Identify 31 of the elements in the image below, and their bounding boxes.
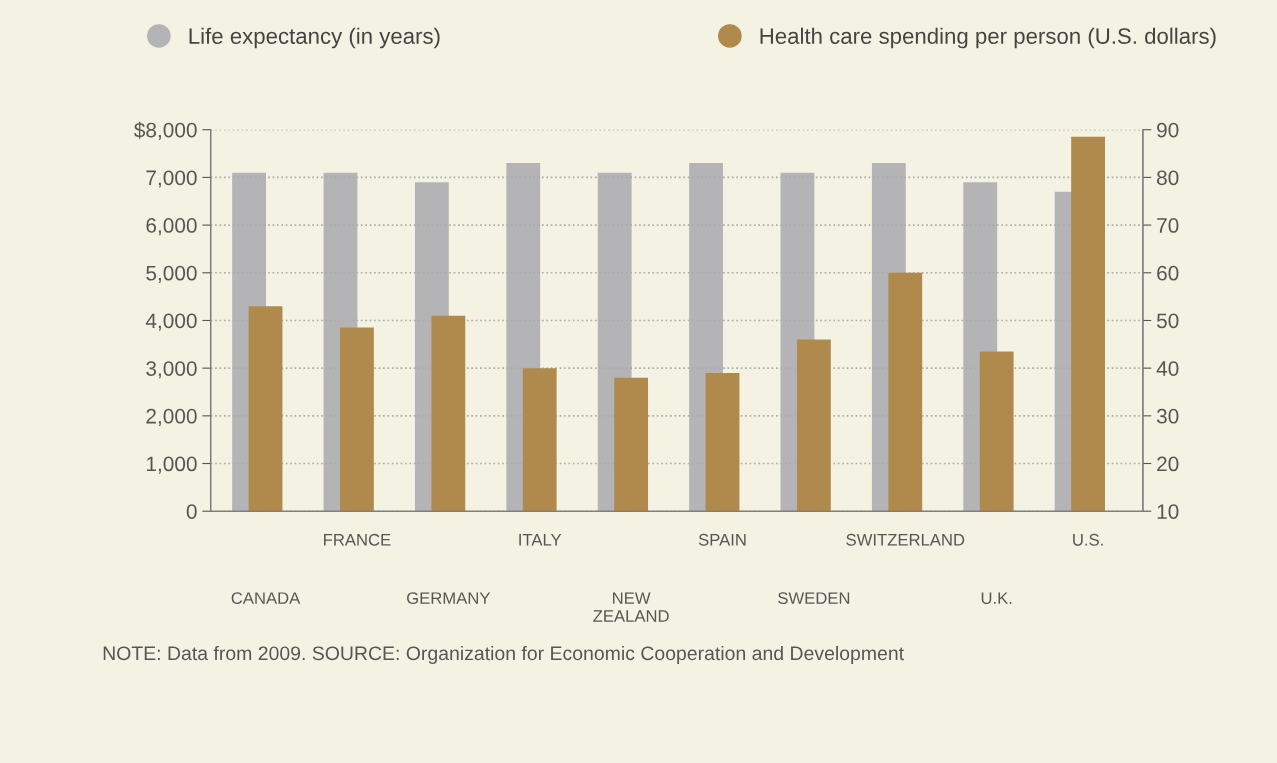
legend-label: Life expectancy (in years) bbox=[189, 27, 440, 49]
y-tick-label: 1,000 bbox=[146, 456, 197, 474]
y-tick-label: 7,000 bbox=[146, 170, 197, 188]
x-tick-label: SPAIN bbox=[698, 533, 746, 546]
y2-tick-label: 80 bbox=[1157, 170, 1179, 186]
y2-tick-label: 70 bbox=[1157, 218, 1179, 233]
y-tick-label: 3,000 bbox=[146, 361, 197, 379]
x-tick-label: SWEDEN bbox=[778, 592, 850, 605]
y-tick-label: $8,000 bbox=[134, 121, 197, 140]
y2-tick-label: 10 bbox=[1157, 504, 1179, 519]
x-tick-label: FRANCE bbox=[324, 533, 391, 546]
y-tick-label: 2,000 bbox=[146, 408, 197, 427]
y2-tick-label: 30 bbox=[1156, 408, 1179, 424]
y-tick-label: 0 bbox=[186, 504, 197, 519]
x-tick-label: U.K. bbox=[981, 592, 1012, 605]
y-tick-label: 6,000 bbox=[146, 218, 197, 236]
y2-tick-label: 20 bbox=[1157, 456, 1179, 472]
x-tick-label: NEW ZEALAND bbox=[593, 592, 669, 622]
y2-tick-label: 90 bbox=[1157, 122, 1179, 138]
y2-tick-label: 50 bbox=[1156, 313, 1179, 329]
x-tick-label: CANADA bbox=[231, 592, 301, 605]
x-tick-label: SWITZERLAND bbox=[846, 533, 965, 546]
y-tick-label: 5,000 bbox=[146, 265, 197, 283]
legend-label: Health care spending per person (U.S. dollars) bbox=[760, 27, 1216, 49]
x-tick-label: U.S. bbox=[1073, 533, 1103, 546]
text: NOTE: Data from 2009. SOURCE: Organization for Economic Cooperation and Development bbox=[103, 645, 904, 665]
x-tick-label: GERMANY bbox=[407, 592, 491, 605]
y-tick-label: 4,000 bbox=[145, 313, 197, 331]
x-tick-label: ITALY bbox=[519, 534, 562, 546]
y2-tick-label: 40 bbox=[1156, 361, 1179, 376]
y2-tick-label: 60 bbox=[1157, 265, 1179, 281]
